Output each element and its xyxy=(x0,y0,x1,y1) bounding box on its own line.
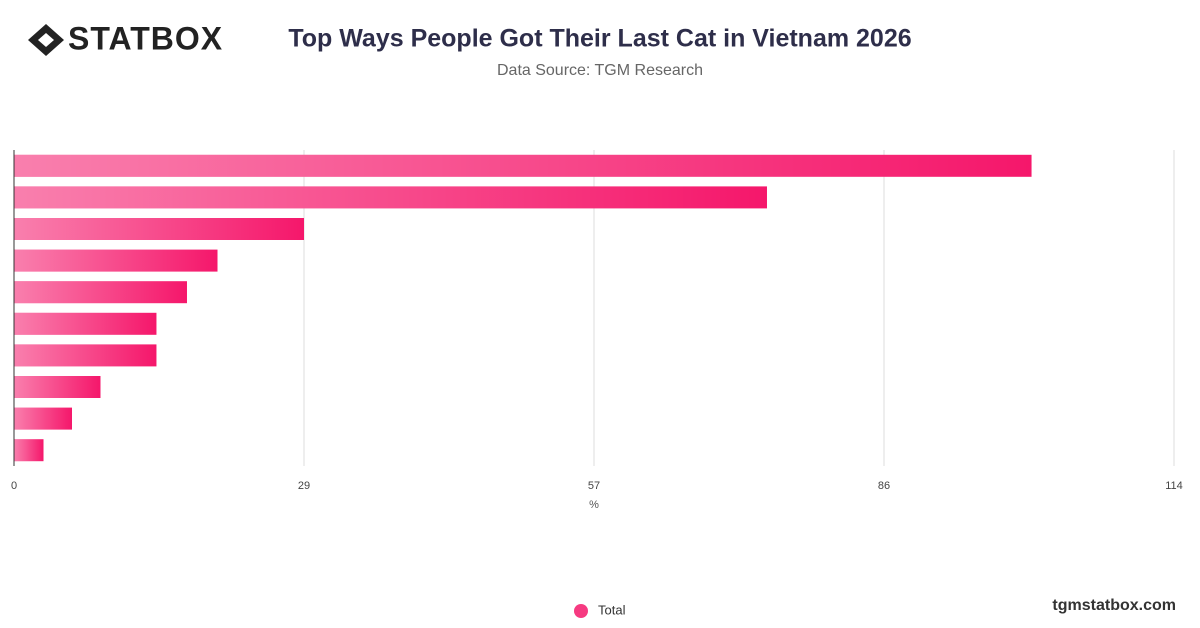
bar-shine xyxy=(14,439,44,462)
chart-subtitle: Data Source: TGM Research xyxy=(497,62,703,79)
logo-text: STATBOX xyxy=(68,20,223,56)
site-name: tgmstatbox.com xyxy=(1052,597,1176,614)
bar-shine xyxy=(14,249,218,272)
bar-shine xyxy=(14,312,157,335)
bar-shine xyxy=(14,281,187,304)
x-tick-label: 114 xyxy=(1165,480,1183,492)
x-tick-label: 0 xyxy=(11,480,17,492)
logo-icon-inner xyxy=(38,33,54,47)
bar-shine xyxy=(14,218,304,240)
x-tick-label: 29 xyxy=(298,480,310,492)
chart-title: Top Ways People Got Their Last Cat in Vi… xyxy=(288,25,911,53)
bar-shine xyxy=(14,154,1032,177)
bar-shine xyxy=(14,376,101,398)
bar-shine xyxy=(14,344,157,367)
legend-label: Total xyxy=(598,602,626,617)
logo: STATBOX xyxy=(28,20,223,56)
x-tick-label: 57 xyxy=(588,480,600,492)
legend-marker xyxy=(574,604,588,618)
bar-shine xyxy=(14,186,767,209)
bar-shine xyxy=(14,407,72,430)
x-tick-label: 86 xyxy=(878,480,890,492)
x-axis-label: % xyxy=(589,499,599,511)
